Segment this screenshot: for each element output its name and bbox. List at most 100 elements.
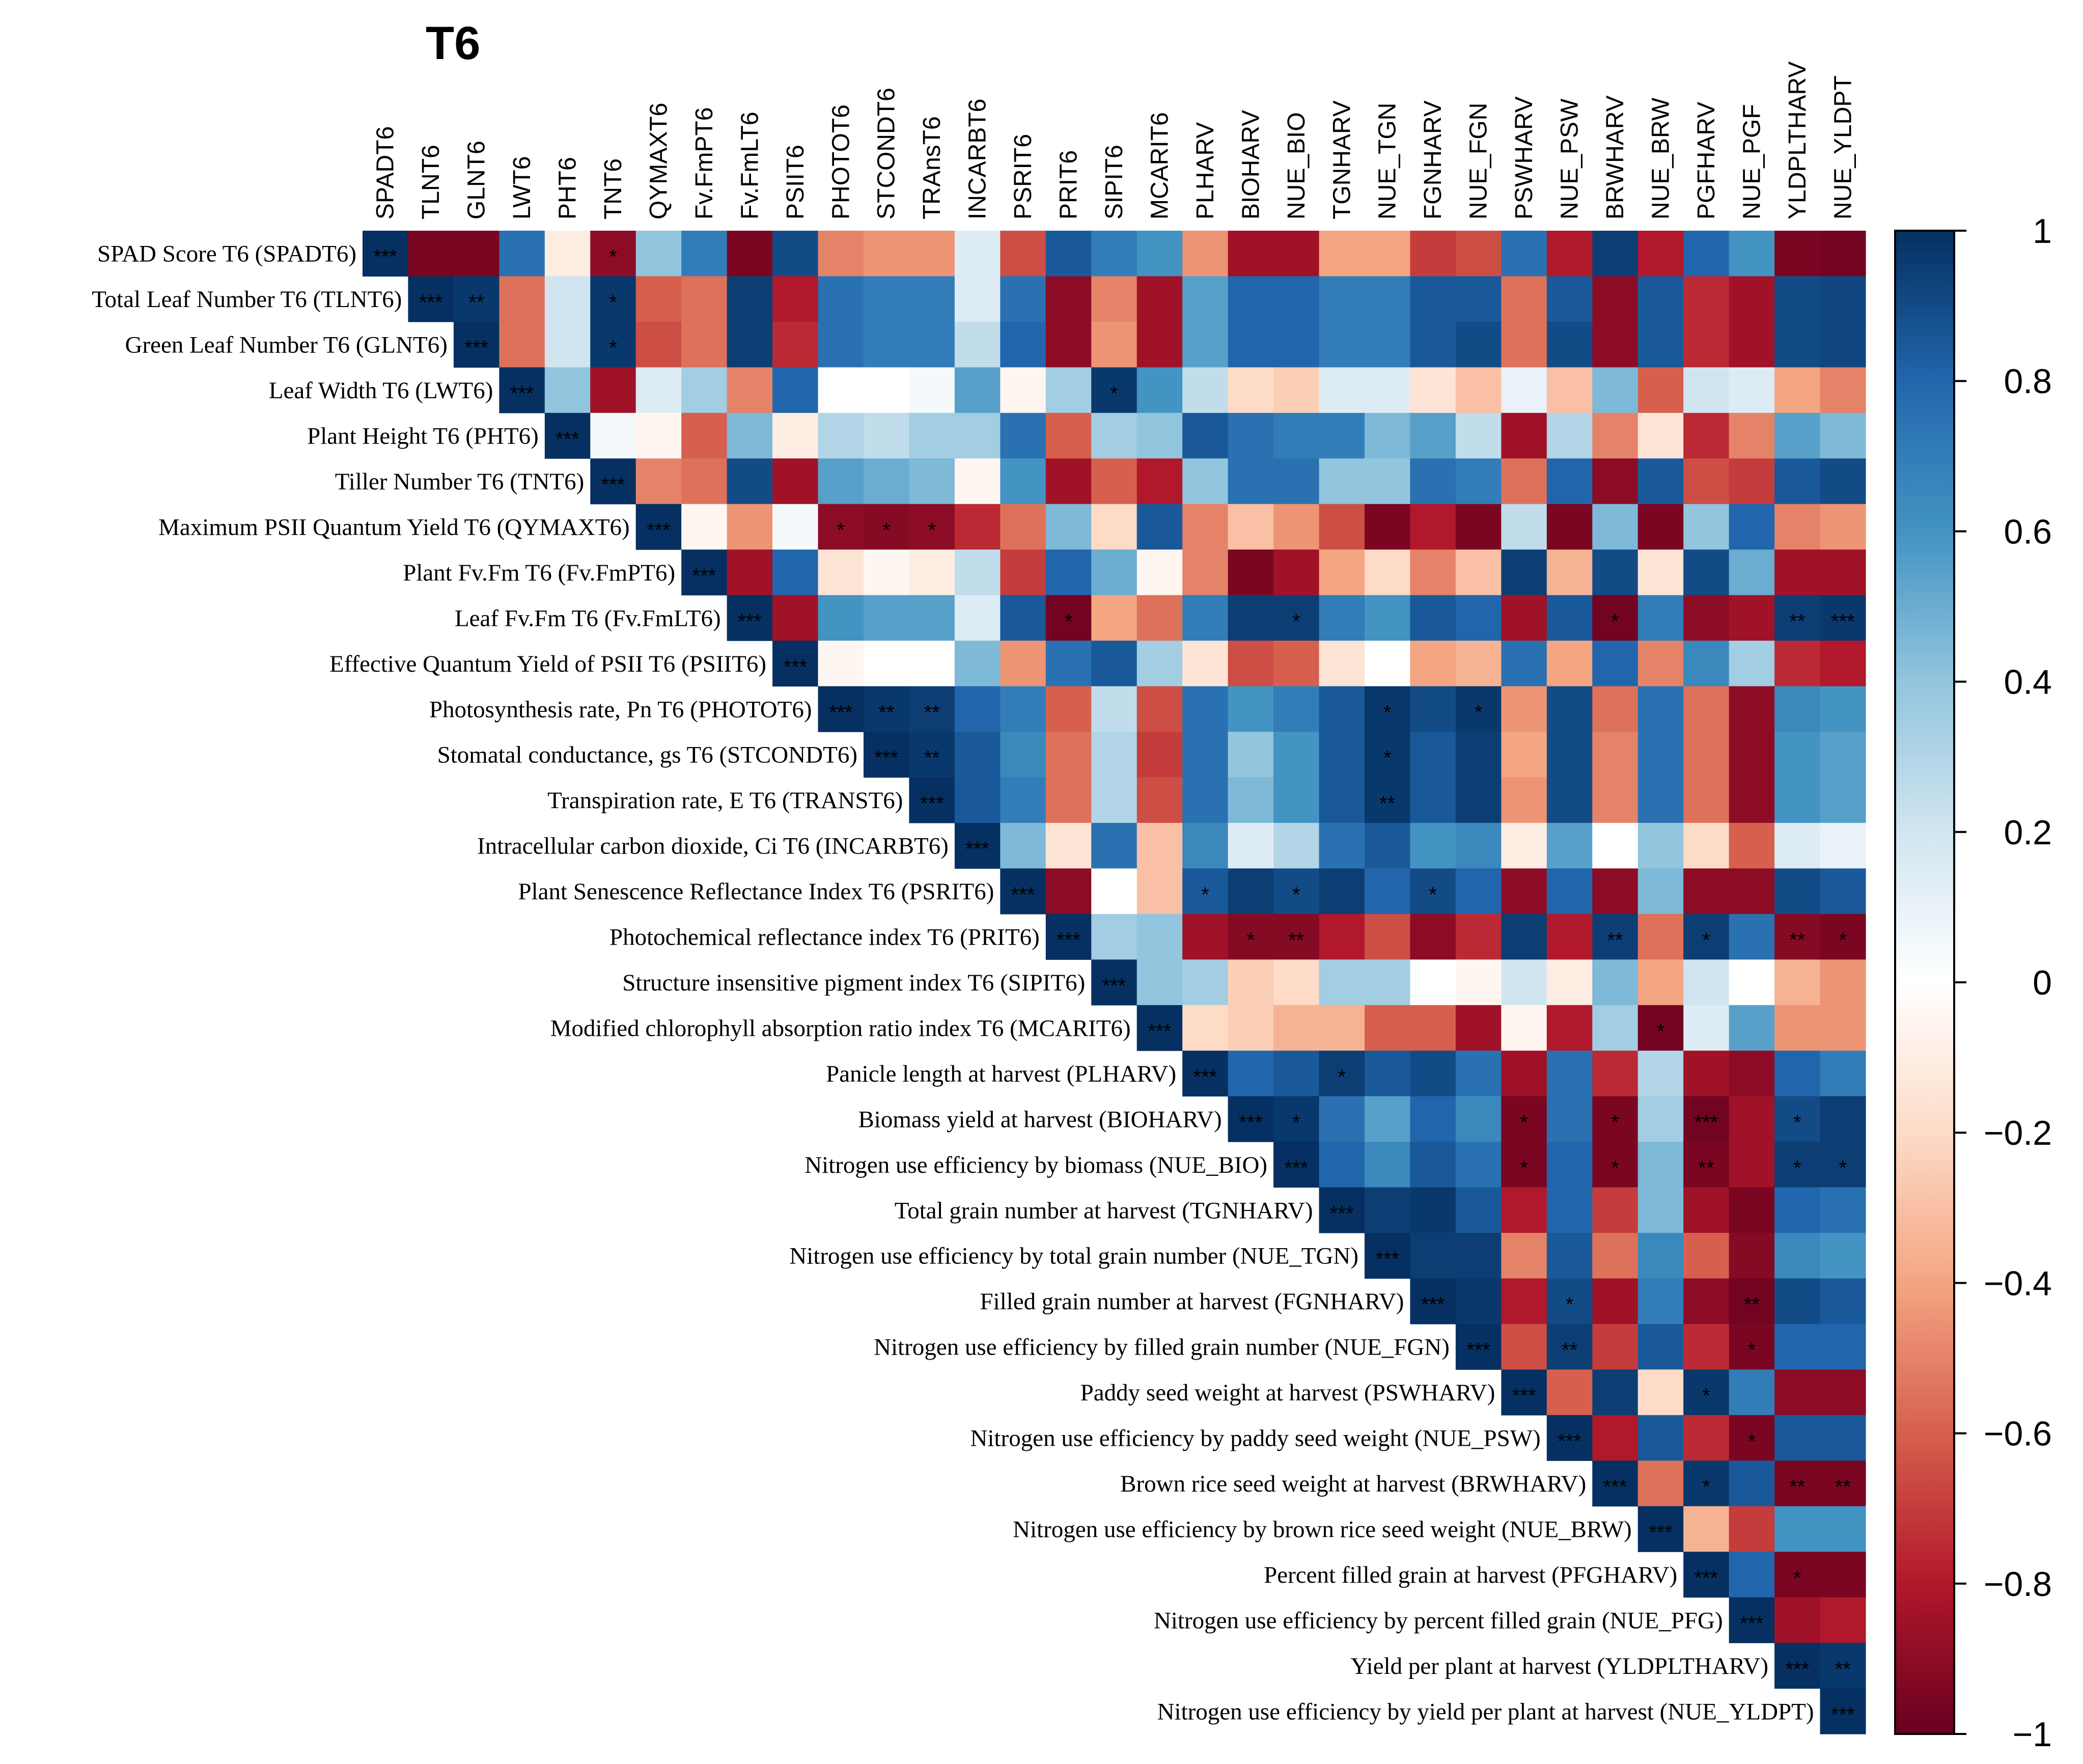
heatmap-cell: [453, 231, 499, 277]
heatmap-cell: [1182, 412, 1229, 459]
heatmap-cell: [1455, 1187, 1502, 1233]
column-labels: SPADT6 TLNT6 GLNT6 LWT6 PHT6 TNT6 QYMAXT6 Fv.Fm…: [372, 62, 1857, 219]
heatmap-cell: [1820, 1233, 1866, 1279]
heatmap-cell: [1182, 732, 1229, 778]
heatmap-cell: [1501, 276, 1547, 322]
row-labels: SPAD Score T6 (SPADT6) Total Leaf Number …: [92, 241, 1814, 1725]
heatmap-cell: [1228, 641, 1274, 687]
heatmap-cell: [1410, 1278, 1456, 1325]
heatmap-cell: [635, 231, 682, 277]
heatmap-cell: [1410, 1187, 1456, 1233]
significance-mark: ***: [647, 519, 671, 541]
heatmap-cell: [1729, 276, 1775, 322]
heatmap-cell: [1592, 1142, 1638, 1188]
heatmap-cell: [1091, 914, 1137, 960]
significance-mark: ***: [1695, 1567, 1718, 1589]
significance-mark: ***: [1558, 1430, 1581, 1453]
row-label: Total grain number at harvest (TGNHARV): [895, 1197, 1313, 1224]
heatmap-cell: [1365, 504, 1411, 550]
heatmap-cell: [772, 412, 819, 459]
heatmap-cell: [1410, 412, 1456, 459]
heatmap-cell: [1091, 412, 1137, 459]
heatmap-cell: [1637, 1051, 1684, 1097]
heatmap-cell: [1592, 321, 1638, 368]
heatmap-cell: [1683, 686, 1730, 732]
row-label: Structure insensitive pigment index T6 (…: [622, 970, 1085, 996]
heatmap-cell: [1319, 1142, 1365, 1188]
column-label: Fv.FmPT6: [691, 107, 718, 219]
heatmap-cell: [1546, 1051, 1593, 1097]
heatmap-cell: [1729, 1233, 1775, 1279]
column-label: PSIIT6: [782, 145, 809, 219]
row-label: Maximum PSII Quantum Yield T6 (QYMAXT6): [158, 514, 630, 540]
colorbar-tick-label: 0.6: [2004, 512, 2052, 551]
significance-mark: **: [1562, 1339, 1577, 1362]
column-label: SPADT6: [372, 126, 399, 219]
heatmap-cell: [954, 367, 1001, 414]
column-label: TGNHARV: [1328, 100, 1355, 219]
significance-mark: *: [609, 337, 617, 360]
significance-mark: ***: [1831, 1703, 1855, 1726]
heatmap-cell: [1365, 959, 1411, 1006]
chart-title: T6: [426, 17, 480, 69]
significance-mark: *: [1520, 1111, 1528, 1134]
heatmap-cell: [1774, 504, 1821, 550]
heatmap-cell: [1319, 1096, 1365, 1142]
heatmap-cell: [1774, 1597, 1821, 1643]
row-label: Filled grain number at harvest (FGNHARV): [980, 1288, 1404, 1315]
heatmap-cell: [1410, 914, 1456, 960]
heatmap-cell: [1273, 549, 1320, 596]
heatmap-cell: [1091, 367, 1137, 414]
heatmap-cell: [1820, 914, 1866, 960]
heatmap-cell: [954, 822, 1001, 869]
heatmap-cell: [1637, 1506, 1684, 1552]
heatmap-cell: [1365, 549, 1411, 596]
significance-mark: *: [1702, 1476, 1710, 1498]
heatmap-cell: [864, 549, 910, 596]
heatmap-cell: [1501, 777, 1547, 823]
heatmap-cell: [1820, 1369, 1866, 1416]
heatmap-cell: [499, 321, 545, 368]
column-label: PSWHARV: [1511, 96, 1538, 219]
heatmap-cell: [772, 367, 819, 414]
heatmap-cell: [1729, 1005, 1775, 1051]
column-label: NUE_BIO: [1283, 112, 1310, 219]
heatmap-cell: [1091, 686, 1137, 732]
heatmap-cell: [909, 595, 955, 641]
heatmap-cell: [909, 231, 955, 277]
heatmap-cell: [1365, 276, 1411, 322]
heatmap-cell: [681, 458, 728, 505]
heatmap-cell: [1501, 321, 1547, 368]
heatmap-cell: [1592, 549, 1638, 596]
heatmap-cell: [1501, 595, 1547, 641]
heatmap-cell: [1637, 1096, 1684, 1142]
significance-mark: *: [1383, 701, 1392, 724]
significance-mark: *: [1383, 747, 1392, 769]
significance-mark: ***: [1011, 884, 1035, 906]
heatmap-cell: [1365, 458, 1411, 505]
significance-mark: *: [1338, 1066, 1346, 1088]
heatmap-cell: [1546, 914, 1593, 960]
heatmap-cell: [1410, 276, 1456, 322]
heatmap-cell: [1319, 686, 1365, 732]
significance-mark: ***: [556, 428, 579, 451]
significance-mark: **: [1835, 1476, 1851, 1498]
column-label: GLNT6: [463, 141, 490, 219]
row-label: Effective Quantum Yield of PSII T6 (PSII…: [329, 651, 766, 677]
heatmap-cell: [1592, 1415, 1638, 1461]
heatmap-cell: [499, 367, 545, 414]
heatmap-cell: [909, 549, 955, 596]
heatmap-cell: [1501, 1005, 1547, 1051]
heatmap-cell: [1228, 276, 1274, 322]
significance-mark: *: [1065, 610, 1073, 632]
heatmap-cell: [1273, 276, 1320, 322]
significance-mark: *: [1292, 884, 1300, 906]
heatmap-cell: [1637, 1187, 1684, 1233]
heatmap-cell: [1455, 959, 1502, 1006]
column-label: NUE_TGN: [1374, 103, 1401, 219]
heatmap-cell: [954, 231, 1001, 277]
heatmap-cell: [1091, 504, 1137, 550]
heatmap-cell: [1410, 595, 1456, 641]
heatmap-cell: [1501, 1051, 1547, 1097]
